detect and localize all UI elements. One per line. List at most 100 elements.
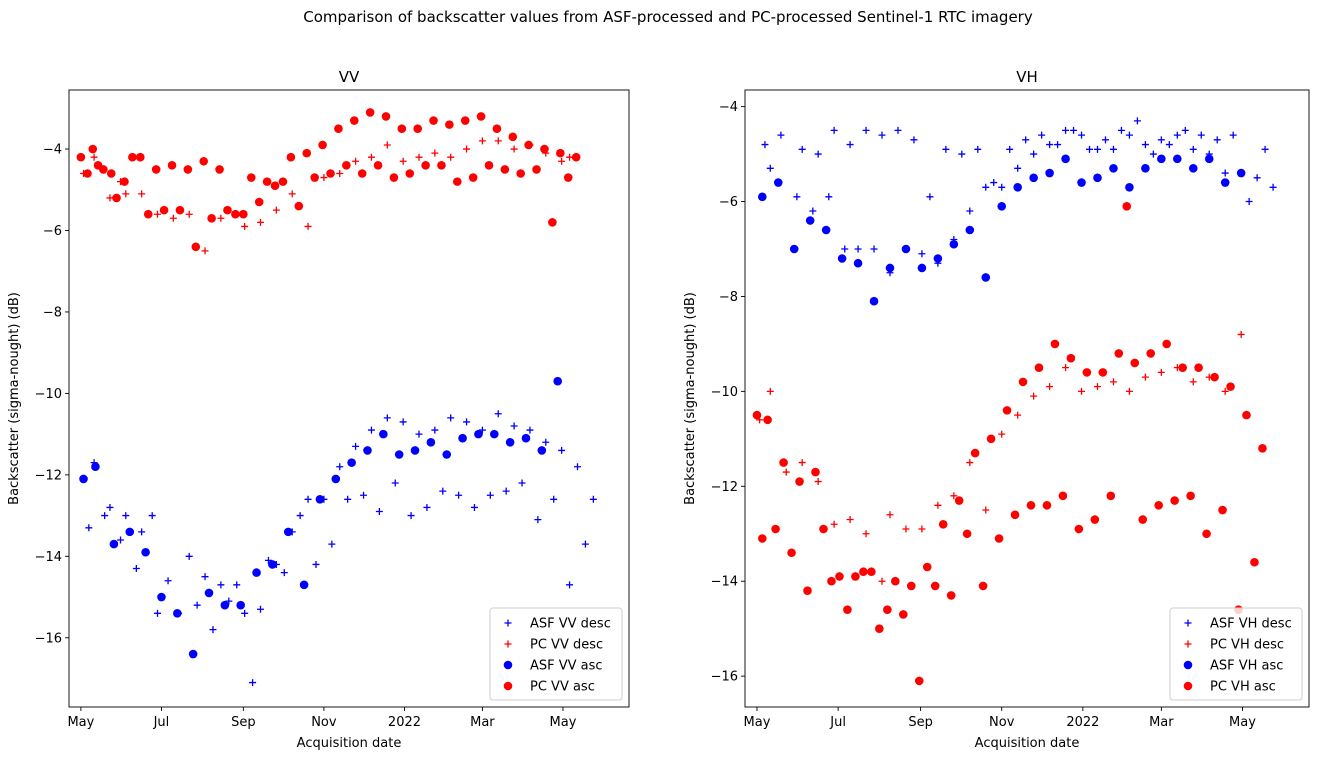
- data-point: [1141, 141, 1149, 149]
- data-point: [99, 165, 108, 174]
- y-tick-label: −10: [35, 387, 62, 402]
- data-point: [315, 494, 325, 504]
- data-point: [878, 131, 886, 139]
- data-point: [524, 140, 533, 150]
- data-point: [853, 258, 863, 268]
- data-point: [193, 601, 201, 609]
- data-point: [328, 540, 336, 548]
- data-point: [978, 581, 988, 591]
- data-point: [106, 503, 114, 511]
- data-point: [752, 410, 762, 420]
- data-point: [1229, 131, 1237, 139]
- x-tick-label: Jul: [829, 715, 846, 730]
- data-point: [1269, 183, 1277, 191]
- vh-y-axis-label: Backscatter (sigma-nought) (dB): [683, 292, 698, 505]
- data-point: [933, 254, 943, 263]
- data-point: [540, 144, 549, 154]
- data-point: [439, 487, 447, 495]
- series-asf-vv-asc: [79, 376, 562, 659]
- data-point: [1074, 524, 1084, 534]
- data-point: [950, 492, 958, 500]
- data-point: [1066, 353, 1076, 363]
- legend-box: [1169, 607, 1303, 701]
- panel-vv: VV May Jul Sep Nov 2022 Mar May −16 −14 −12 −10 −8 −6…: [7, 68, 630, 751]
- data-point: [548, 218, 557, 227]
- data-point: [851, 572, 860, 581]
- data-point: [1242, 410, 1251, 420]
- data-point: [1109, 378, 1117, 386]
- data-point: [1178, 363, 1187, 372]
- data-point: [157, 592, 166, 602]
- data-point: [241, 222, 249, 230]
- data-point: [886, 511, 894, 519]
- x-tick-label: Mar: [1149, 715, 1174, 730]
- data-point: [761, 141, 769, 149]
- data-point: [268, 560, 277, 569]
- data-point: [510, 422, 518, 430]
- data-point: [294, 201, 304, 211]
- data-point: [1058, 491, 1068, 501]
- data-point: [360, 491, 368, 499]
- vh-legend: ASF VH desc PC VH desc ASF VH asc PC VH asc: [1169, 607, 1303, 701]
- data-point: [394, 450, 404, 459]
- x-tick-label: May: [744, 715, 771, 730]
- data-point: [262, 177, 272, 186]
- data-point: [399, 418, 407, 426]
- data-point: [883, 605, 892, 615]
- data-point: [494, 137, 502, 145]
- data-point: [302, 148, 312, 158]
- data-point: [841, 245, 849, 253]
- data-point: [862, 530, 870, 538]
- data-point: [1109, 164, 1118, 173]
- data-point: [965, 225, 975, 235]
- data-point: [942, 145, 950, 153]
- data-point: [1210, 372, 1219, 382]
- data-point: [476, 112, 486, 121]
- data-point: [974, 145, 982, 153]
- data-point: [101, 512, 109, 520]
- data-point: [153, 609, 161, 617]
- data-point: [870, 245, 878, 253]
- data-point: [553, 376, 562, 386]
- data-point: [958, 150, 966, 158]
- data-point: [771, 524, 780, 534]
- data-point: [455, 491, 463, 499]
- data-point: [489, 429, 499, 439]
- data-point: [994, 534, 1004, 543]
- data-point: [447, 414, 455, 422]
- data-point: [1125, 131, 1133, 139]
- data-point: [326, 169, 335, 178]
- vh-axes-frame: [744, 89, 1310, 708]
- data-point: [201, 247, 209, 255]
- x-tick-label: May: [67, 715, 94, 730]
- legend-label: ASF VV desc: [530, 617, 611, 632]
- data-point: [122, 512, 130, 520]
- x-tick-label: May: [550, 715, 577, 730]
- x-tick-label: Mar: [470, 715, 495, 730]
- y-tick-label: −12: [35, 468, 62, 483]
- data-point: [918, 525, 926, 533]
- data-point: [1245, 198, 1253, 206]
- data-point: [954, 496, 964, 505]
- data-point: [296, 512, 304, 520]
- data-point: [1218, 505, 1227, 515]
- legend-marker: [1184, 619, 1192, 627]
- data-point: [286, 152, 296, 162]
- data-point: [447, 153, 455, 161]
- x-tick-label: Nov: [311, 715, 337, 730]
- data-point: [1204, 154, 1214, 164]
- data-point: [1106, 491, 1116, 501]
- data-point: [492, 124, 502, 133]
- vv-points: [76, 108, 597, 687]
- legend-label: ASF VH asc: [1210, 659, 1283, 674]
- data-point: [510, 145, 518, 153]
- data-point: [1050, 339, 1060, 349]
- y-tick-label: −6: [43, 224, 62, 239]
- data-point: [902, 525, 910, 533]
- data-point: [521, 433, 531, 443]
- data-point: [505, 437, 515, 447]
- data-point: [132, 565, 140, 573]
- data-point: [352, 157, 360, 165]
- figure-suptitle: Comparison of backscatter values from AS…: [303, 8, 1033, 26]
- data-point: [757, 192, 767, 202]
